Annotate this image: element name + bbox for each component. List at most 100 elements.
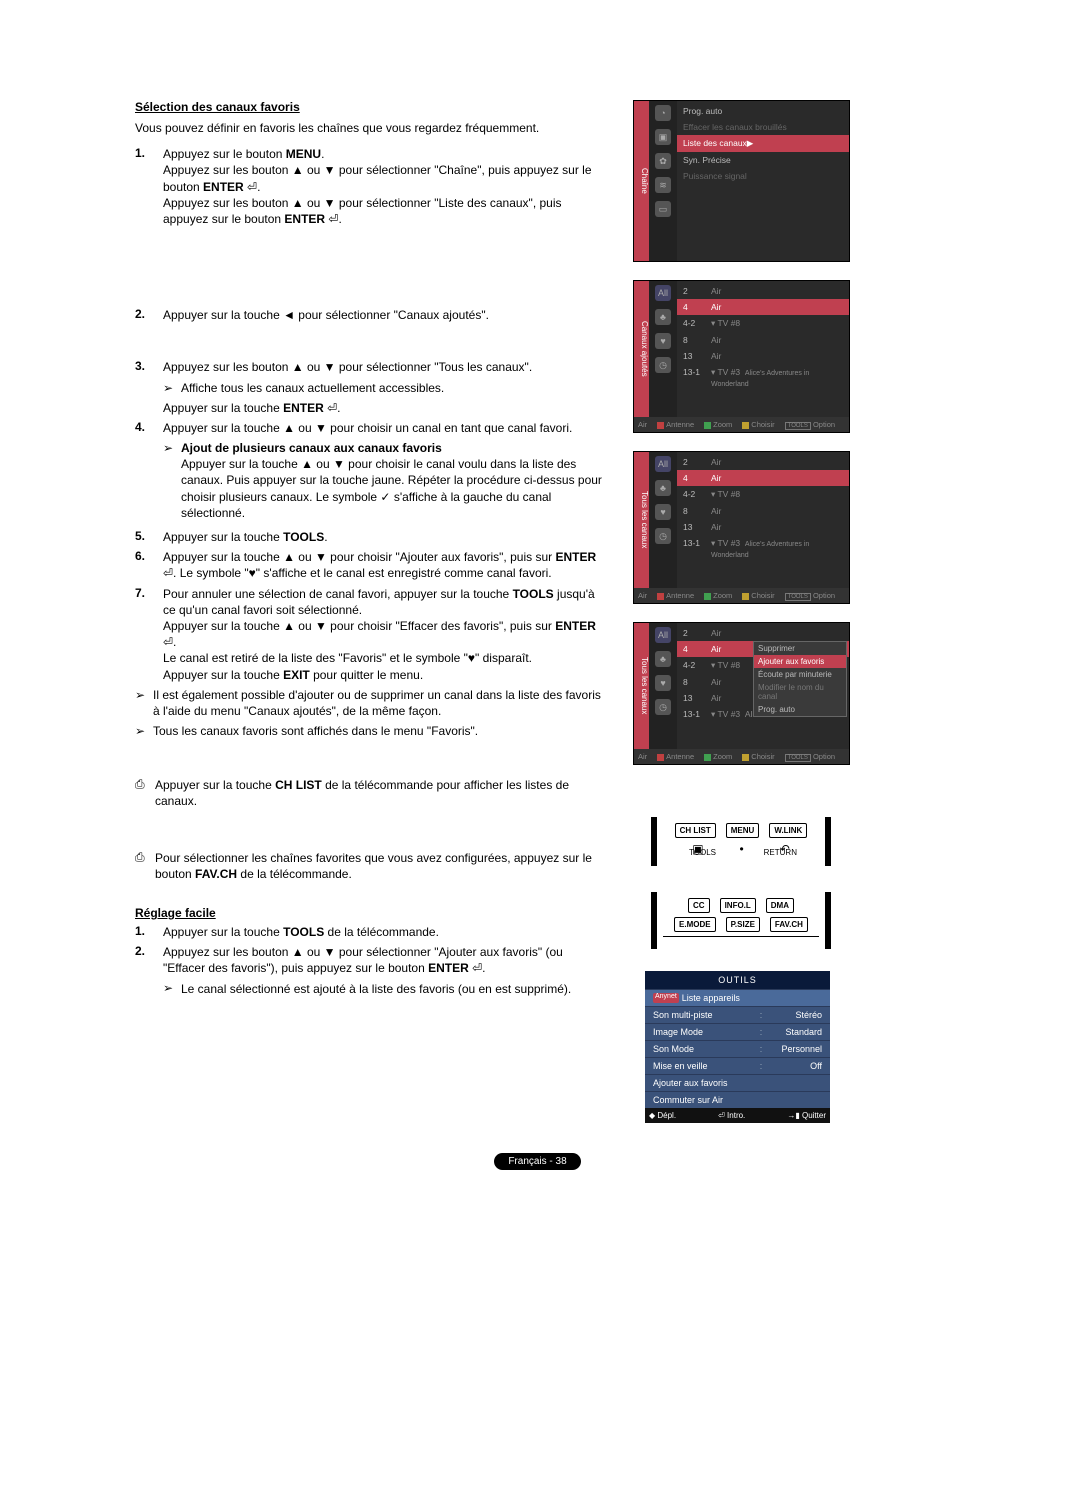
channel-row-selected[interactable]: 4Air: [677, 299, 849, 315]
fav-icon: ♥: [655, 333, 671, 349]
step-number: 6.: [135, 549, 163, 581]
tools-row[interactable]: Mise en veille:Off: [645, 1057, 830, 1074]
page-footer: Français - 38: [135, 1153, 940, 1170]
step-number: 1.: [135, 146, 163, 227]
menu-footer: Air Antenne Zoom Choisir TOOLS Option: [634, 749, 849, 764]
dma-button[interactable]: DMA: [766, 898, 794, 913]
step-text: Appuyer sur la touche ◄ pour sélectionne…: [163, 308, 489, 322]
channel-row[interactable]: 4-2▾ TV #8: [677, 315, 849, 332]
step-text: Appuyez sur les bouton ▲ ou ▼ pour sélec…: [163, 360, 532, 374]
popup-item[interactable]: Écoute par minuterie: [754, 668, 846, 681]
exit-button-label: EXIT: [283, 668, 310, 682]
enter-button-label: ENTER: [283, 401, 324, 415]
tv-channel-list-popup: Tous les canaux All ♣ ♥ ◷ 2Air 4Air 4-2▾…: [633, 622, 850, 765]
note-text: Tous les canaux favoris sont affichés da…: [153, 723, 605, 739]
emode-button[interactable]: E.MODE: [674, 917, 716, 932]
menu-item[interactable]: Syn. Précise: [677, 152, 849, 168]
added-icon: ♣: [655, 480, 671, 496]
popup-item[interactable]: Modifier le nom du canal: [754, 681, 846, 703]
tools-button-label: TOOLS: [283, 530, 324, 544]
input-icon: ▭: [655, 201, 671, 217]
fav-icon: ♥: [655, 675, 671, 691]
wlink-button[interactable]: W.LINK: [769, 823, 807, 838]
remote-diagram-top: CH LIST MENU W.LINK ▣ TOOLS • RETURN ↶: [647, 813, 835, 870]
filter-icons: All ♣ ♥ ◷: [649, 452, 677, 588]
psize-button[interactable]: P.SIZE: [726, 917, 760, 932]
menu-button-label: MENU: [286, 147, 321, 161]
step-number: 4.: [135, 420, 163, 525]
popup-item-selected[interactable]: Ajouter aux favoris: [754, 655, 846, 668]
step-text: Appuyer sur la touche: [163, 530, 283, 544]
tools-row[interactable]: AnynetListe appareils: [645, 989, 830, 1006]
anynet-badge: Anynet: [653, 993, 679, 1003]
tools-row[interactable]: Son multi-piste:Stéréo: [645, 1006, 830, 1023]
tools-footer: ◆ Dépl.⏎ Intro.→▮ Quitter: [645, 1108, 830, 1123]
tv-channel-list-added: Canaux ajoutés All ♣ ♥ ◷ 2Air 4Air 4-2▾ …: [633, 280, 850, 433]
fav-icon: ♥: [655, 504, 671, 520]
menu-icons: ◔ ▣ ✿ ≋ ▭: [649, 101, 677, 261]
favch-button-label: FAV.CH: [195, 867, 237, 881]
channel-row[interactable]: 8Air: [677, 332, 849, 348]
channel-row[interactable]: 2Air: [677, 283, 849, 299]
return-label: RETURN: [764, 848, 797, 857]
tab-label: Canaux ajoutés: [634, 281, 649, 417]
tools-row[interactable]: Son Mode:Personnel: [645, 1040, 830, 1057]
steps-list-2: 1. Appuyer sur la touche TOOLS de la tél…: [135, 924, 605, 977]
channel-row-selected[interactable]: 4Air: [677, 470, 849, 486]
timer-icon: ◷: [655, 357, 671, 373]
popup-item[interactable]: Prog. auto: [754, 703, 846, 716]
step-text: Le canal est retiré de la liste des "Fav…: [163, 651, 532, 665]
channel-row[interactable]: 2Air: [677, 625, 849, 641]
channel-row[interactable]: 2Air: [677, 454, 849, 470]
channel-row[interactable]: 13Air: [677, 519, 849, 535]
added-icon: ♣: [655, 651, 671, 667]
step-text: Appuyez sur le bouton: [163, 147, 286, 161]
note-icon: ➢: [163, 981, 181, 997]
step-number: 5.: [135, 529, 163, 545]
step-text: Appuyer sur la touche: [163, 401, 283, 415]
tools-row[interactable]: Image Mode:Standard: [645, 1023, 830, 1040]
all-icon: All: [655, 456, 671, 472]
tv-channel-list-all: Tous les canaux All ♣ ♥ ◷ 2Air 4Air 4-2▾…: [633, 451, 850, 604]
tv-icon: ▣: [655, 129, 671, 145]
sub-title: Ajout de plusieurs canaux aux canaux fav…: [181, 441, 442, 455]
favch-button[interactable]: FAV.CH: [770, 917, 808, 932]
infol-button[interactable]: INFO.L: [720, 898, 756, 913]
step-text: Appuyer sur la touche ▲ ou ▼ pour choisi…: [163, 619, 555, 633]
remote-note: ⎙ Appuyer sur la touche CH LIST de la té…: [135, 777, 605, 809]
menu-item[interactable]: Prog. auto: [677, 103, 849, 119]
tools-title: OUTILS: [645, 971, 830, 989]
channel-row[interactable]: 13-1▾ TV #3 Alice's Adventures in Wonder…: [677, 535, 849, 562]
menu-item[interactable]: Effacer les canaux brouillés: [677, 119, 849, 135]
steps-list-1c: 3. Appuyez sur les bouton ▲ ou ▼ pour sé…: [135, 359, 605, 743]
remote-icon: ⎙: [135, 850, 155, 882]
step-text: Appuyer sur la touche: [163, 668, 283, 682]
step-number: 2.: [135, 944, 163, 976]
menu-footer: Air Antenne Zoom Choisir TOOLS Option: [634, 417, 849, 432]
channel-row[interactable]: 13-1▾ TV #3 Alice's Adventures in Wonder…: [677, 364, 849, 391]
section-title: Sélection des canaux favoris: [135, 100, 605, 114]
tools-row[interactable]: Commuter sur Air: [645, 1091, 830, 1108]
all-icon: All: [655, 285, 671, 301]
filter-icons: All ♣ ♥ ◷: [649, 623, 677, 749]
chevron-right-icon: ▶: [747, 138, 754, 149]
menu-item-selected[interactable]: Liste des canaux▶: [677, 135, 849, 152]
channel-row[interactable]: 4-2▾ TV #8: [677, 486, 849, 503]
filter-icons: All ♣ ♥ ◷: [649, 281, 677, 417]
note-text: Le canal sélectionné est ajouté à la lis…: [181, 981, 605, 997]
channel-row[interactable]: 8Air: [677, 503, 849, 519]
enter-button-label: ENTER: [555, 619, 596, 633]
menu-button[interactable]: MENU: [726, 823, 760, 838]
step-number: 3.: [135, 359, 163, 416]
chlist-button[interactable]: CH LIST: [675, 823, 716, 838]
enter-button-label: ENTER: [555, 550, 596, 564]
enter-button-label: ENTER: [203, 180, 244, 194]
channel-row[interactable]: 13Air: [677, 348, 849, 364]
menu-item[interactable]: Puissance signal: [677, 168, 849, 184]
cc-button[interactable]: CC: [688, 898, 710, 913]
timer-icon: ◷: [655, 699, 671, 715]
all-icon: All: [655, 627, 671, 643]
tools-row[interactable]: Ajouter aux favoris: [645, 1074, 830, 1091]
popup-item[interactable]: Supprimer: [754, 642, 846, 655]
chlist-button-label: CH LIST: [275, 778, 322, 792]
